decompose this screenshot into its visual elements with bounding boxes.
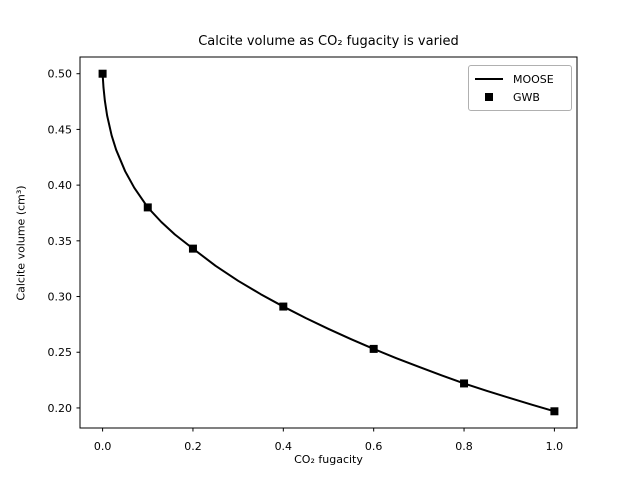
line-swatch-icon <box>475 78 503 80</box>
moose-line-series <box>101 72 556 413</box>
x-tick-label: 1.0 <box>546 440 564 453</box>
legend-item-gwb: GWB <box>474 88 566 106</box>
chart-title: Calcite volume as CO₂ fugacity is varied <box>198 34 459 49</box>
gwb-data-point <box>188 244 197 253</box>
x-tick-label: 0.4 <box>275 440 293 453</box>
gwb-data-point <box>279 302 288 311</box>
square-marker-swatch-icon <box>485 93 493 101</box>
axes-spines <box>79 56 578 429</box>
gwb-data-point <box>550 407 559 416</box>
y-tick-label: 0.50 <box>48 68 73 81</box>
gwb-data-point <box>369 344 378 353</box>
x-tick-label: 0.6 <box>365 440 383 453</box>
y-tick-label: 0.30 <box>48 291 73 304</box>
y-axis-label: Calcite volume (cm³) <box>14 185 28 301</box>
y-tick-label: 0.20 <box>48 402 73 415</box>
gwb-data-point <box>143 203 152 212</box>
x-axis-ticks: 0.0 0.2 0.4 0.6 0.8 1.0 <box>94 428 563 453</box>
legend-label-moose: MOOSE <box>513 72 554 86</box>
x-axis-label: CO₂ fugacity <box>294 453 363 466</box>
y-tick-label: 0.35 <box>48 235 73 248</box>
gwb-data-point <box>98 69 107 78</box>
x-tick-label: 0.2 <box>184 440 202 453</box>
gwb-marker-series <box>98 69 559 416</box>
y-tick-label: 0.45 <box>48 123 73 136</box>
y-axis-ticks: 0.20 0.25 0.30 0.35 0.40 0.45 0.50 <box>48 68 80 415</box>
y-tick-label: 0.25 <box>48 346 73 359</box>
legend: MOOSE GWB <box>468 65 572 111</box>
legend-swatch-column <box>474 93 504 101</box>
legend-item-moose: MOOSE <box>474 70 566 88</box>
legend-label-gwb: GWB <box>513 90 540 104</box>
gwb-data-point <box>460 379 469 388</box>
x-tick-label: 0.0 <box>94 440 112 453</box>
x-tick-label: 0.8 <box>455 440 473 453</box>
y-tick-label: 0.40 <box>48 179 73 192</box>
legend-swatch-column <box>474 78 504 80</box>
